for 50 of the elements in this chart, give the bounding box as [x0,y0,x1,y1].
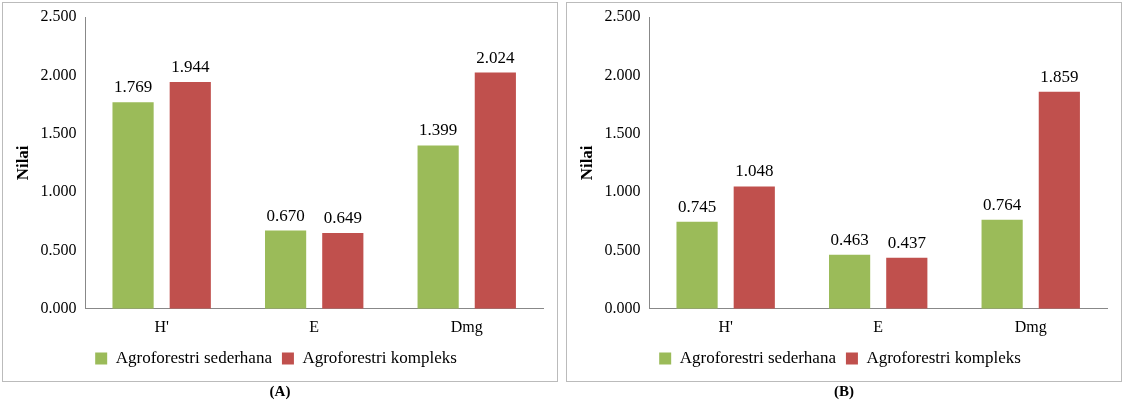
y-tick-label: 0.000 [604,299,641,316]
bar [322,233,364,309]
x-tick-label: E [309,317,320,335]
data-label: 0.437 [887,232,927,252]
data-label: 0.764 [983,194,1022,214]
bar [265,230,307,309]
y-tick-label: 0.500 [604,240,641,258]
text: (B) [833,382,855,400]
data-label: 1.859 [1040,66,1079,86]
y-axis-title: Nilai [12,145,32,181]
y-tick-label: 0.500 [40,240,77,258]
y-tick-label: 2.500 [604,7,641,25]
bar [112,102,154,309]
bar [733,186,775,309]
bar [886,257,928,309]
data-label: 1.399 [419,120,458,140]
y-tick-label: 1.000 [604,182,641,200]
bar [1038,91,1080,309]
y-tick-label: 1.500 [40,123,77,141]
y-axis-title: Nilai [576,145,596,181]
x-tick-label: H' [154,317,169,335]
legend-label: Agroforestri sederhana [679,347,837,367]
bar [417,145,459,309]
x-tick-label: E [873,317,884,335]
data-label: 2.024 [476,47,515,67]
legend-label: Agroforestri sederhana [115,347,273,367]
data-label: 1.048 [735,161,774,181]
data-label: 0.649 [323,208,362,228]
x-tick-label: Dmg [450,317,483,336]
bar [474,72,516,309]
bar [169,81,211,309]
y-tick-label: 2.000 [40,65,77,83]
data-label: 1.944 [171,56,210,76]
x-tick-label: Dmg [1014,317,1047,336]
x-tick-label: H' [718,317,733,335]
legend-label: Agroforestri kompleks [866,347,1021,367]
bar [981,219,1023,309]
y-tick-label: 2.500 [40,7,77,25]
y-tick-label: 1.500 [604,123,641,141]
data-label: 0.463 [830,229,869,249]
y-tick-label: 1.000 [40,182,77,200]
text: (A) [268,382,292,400]
y-tick-label: 2.000 [604,65,641,83]
y-tick-label: 0.000 [40,299,77,316]
data-label: 0.670 [266,205,305,225]
bar [676,221,718,309]
data-label: 0.745 [677,196,717,216]
legend-label: Agroforestri kompleks [302,347,457,367]
data-label: 1.769 [113,77,153,97]
bar [829,254,871,309]
